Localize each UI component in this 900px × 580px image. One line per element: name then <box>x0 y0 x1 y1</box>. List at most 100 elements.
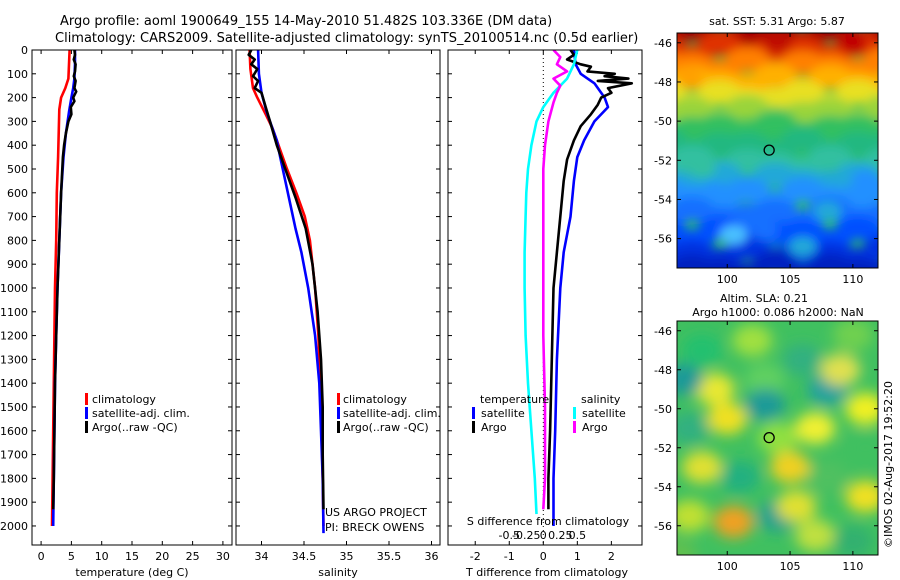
legend-s-satellite-swatch <box>573 407 576 419</box>
y-tick-label: -54 <box>654 193 672 206</box>
salinity-axes-frame <box>235 49 441 546</box>
y-tick-label: 500 <box>7 163 28 176</box>
map-field-cell <box>682 334 723 367</box>
x-tick-label: 34 <box>255 550 269 563</box>
x-tick-label: 35.5 <box>377 550 402 563</box>
x2-tick-label: 0 <box>540 529 547 542</box>
map-field <box>677 33 878 268</box>
y-tick-label: -48 <box>654 76 672 89</box>
y-tick-label: -56 <box>654 233 672 246</box>
map-field-cell <box>863 48 878 72</box>
series-line-climatology <box>248 50 325 527</box>
y-tick-label: 900 <box>7 258 28 271</box>
x-tick-label: 20 <box>155 550 169 563</box>
sst-map-ticks: 100 105 110 -46 -48 -50 -52 -54 -56 <box>654 33 878 286</box>
legend-climatology-label: climatology <box>343 393 407 406</box>
difference-legend: temperature satellite Argo salinity sate… <box>472 393 626 434</box>
map-field-cell <box>732 324 773 357</box>
temperature-panel: 0100200300400500600700800900100011001200… <box>0 44 233 579</box>
series-line-satellite-adj-clim- <box>256 50 325 534</box>
figure-title-line2: Climatology: CARS2009. Satellite-adjuste… <box>55 31 638 46</box>
pi-credit: PI: BRECK OWENS <box>325 521 424 534</box>
x-tick-label: 105 <box>780 273 801 286</box>
map-field-cell <box>838 33 867 53</box>
map-field-cell <box>820 353 861 386</box>
x-tick-label: 34.5 <box>292 550 317 563</box>
x-tick-label: -1 <box>504 550 515 563</box>
legend-t-argo-swatch <box>472 421 475 433</box>
y-tick-label: 1300 <box>0 353 28 366</box>
map-field <box>677 321 878 555</box>
legend-satellite-swatch <box>85 407 88 419</box>
profile-location-marker <box>763 431 775 444</box>
map-field-cell <box>866 262 878 268</box>
map-field-cell <box>795 412 836 445</box>
sla-map-panel: Altim. SLA: 0.21 Argo h1000: 0.086 h2000… <box>654 292 879 573</box>
x-tick-label: 1 <box>574 550 581 563</box>
temperature-axes-frame <box>31 49 233 546</box>
difference-axes-frame <box>447 49 643 546</box>
map-field-cell <box>795 519 836 552</box>
map-field-cell <box>770 451 811 484</box>
salinity-xlabel: salinity <box>318 566 358 579</box>
map-field-cell <box>763 33 792 53</box>
map-field-cell <box>845 431 878 464</box>
difference-ticks: -2 -1 0 1 2 -0.5-0.25 0 0.250.5 <box>448 49 642 563</box>
legend-argo-swatch <box>337 421 340 433</box>
map-field-cell <box>832 525 873 555</box>
map-field-cell <box>851 169 878 190</box>
map-field-cell <box>677 68 704 89</box>
salinity-panel: 34 34.5 35 35.5 36 salinity climatology sate… <box>235 49 441 579</box>
legend-climatology-swatch <box>337 393 340 405</box>
profile-location-marker <box>763 144 775 156</box>
y-tick-label: 200 <box>7 92 28 105</box>
map-field-cell <box>863 95 878 118</box>
series-line-temperature-argo <box>547 50 634 510</box>
legend-t-satellite-label: satellite <box>481 407 525 420</box>
x-tick-label: 36 <box>425 550 439 563</box>
sla-map-subtitle: Argo h1000: 0.086 h2000: NaN <box>692 306 864 319</box>
sst-map-title: sat. SST: 5.31 Argo: 5.87 <box>709 15 845 28</box>
legend-argo-label: Argo(..raw -QC) <box>92 421 178 434</box>
sla-heatmap <box>677 321 878 555</box>
x-tick-label: 0 <box>540 550 547 563</box>
legend-t-argo-label: Argo <box>481 421 507 434</box>
difference-series <box>523 50 634 545</box>
map-field-cell <box>744 388 785 421</box>
map-field-cell <box>688 158 717 179</box>
map-field-cell <box>719 224 748 245</box>
series-line-temperature-satellite <box>552 50 610 526</box>
y-tick-label: 1400 <box>0 377 28 390</box>
y-tick-label: 600 <box>7 187 28 200</box>
series-line-argo-raw-qc- <box>247 50 325 510</box>
x-tick-label: 2 <box>608 550 615 563</box>
y-tick-label: -54 <box>654 481 672 494</box>
y-tick-label: 1100 <box>0 306 28 319</box>
temperature-xlabel: temperature (deg C) <box>75 566 188 579</box>
map-field-cell <box>845 480 878 513</box>
x-tick-label: 35 <box>340 550 354 563</box>
y-tick-label: -46 <box>654 325 672 338</box>
legend-satellite-label: satellite-adj. clim. <box>343 407 441 420</box>
x2-tick-label: -0.5 <box>499 529 520 542</box>
y-tick-label: 1000 <box>0 282 28 295</box>
s-difference-xlabel: S difference from climatology <box>467 515 630 528</box>
legend-climatology-label: climatology <box>92 393 156 406</box>
map-field-cell <box>845 392 878 425</box>
y-tick-label: 0 <box>21 44 28 57</box>
map-field-cell <box>863 236 878 259</box>
series-line-salinity-argo <box>542 50 569 510</box>
imos-timestamp: ©IMOS 02-Aug-2017 19:52:20 <box>882 381 895 548</box>
x-tick-label: 100 <box>717 273 738 286</box>
t-difference-xlabel: T difference from climatology <box>465 566 628 579</box>
y-tick-label: 1700 <box>0 449 28 462</box>
y-tick-label: 100 <box>7 68 28 81</box>
y-tick-label: 800 <box>7 234 28 247</box>
difference-panel: -2 -1 0 1 2 -0.5-0.25 0 0.250.5 S difference fr… <box>447 49 643 579</box>
x-tick-label: 100 <box>717 560 738 573</box>
x-tick-label: 15 <box>125 550 139 563</box>
map-field-cell <box>836 258 878 268</box>
map-field-cell <box>694 373 735 406</box>
map-field-cell <box>782 344 823 376</box>
